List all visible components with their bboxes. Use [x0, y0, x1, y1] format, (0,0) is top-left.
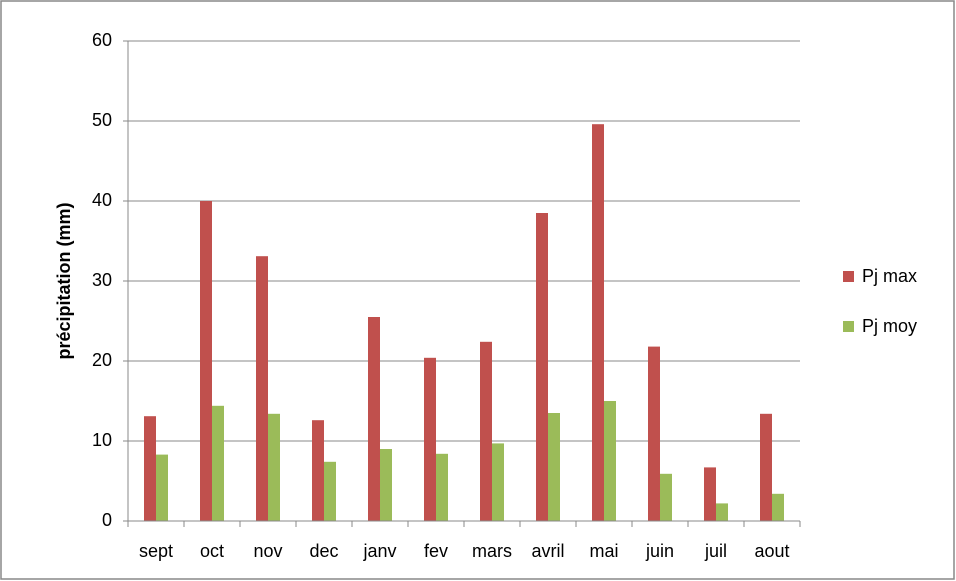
bar [716, 503, 728, 521]
y-tick-label: 50 [92, 110, 112, 130]
x-tick-label: avril [531, 541, 564, 561]
bar [772, 493, 784, 521]
bar [256, 256, 268, 521]
y-tick-label: 60 [92, 30, 112, 50]
bar [312, 420, 324, 521]
bar [436, 453, 448, 521]
legend-swatch [843, 321, 854, 332]
bar [536, 213, 548, 521]
bar [492, 443, 504, 521]
x-tick-label: aout [754, 541, 789, 561]
legend-label: Pj moy [862, 316, 917, 336]
bar [212, 405, 224, 521]
x-tick-label: juin [645, 541, 674, 561]
x-tick-label: juil [704, 541, 727, 561]
x-tick-label: oct [200, 541, 224, 561]
x-tick-label: janv [362, 541, 396, 561]
y-tick-label: 40 [92, 190, 112, 210]
bar [592, 124, 604, 521]
bar [480, 341, 492, 521]
bar [200, 201, 212, 521]
bar [648, 346, 660, 521]
legend-label: Pj max [862, 266, 917, 286]
x-tick-label: dec [309, 541, 338, 561]
bar [380, 449, 392, 521]
y-tick-label: 10 [92, 430, 112, 450]
bar [704, 467, 716, 521]
bar [760, 413, 772, 521]
bar [424, 357, 436, 521]
bar [368, 317, 380, 521]
legend-swatch [843, 271, 854, 282]
x-tick-label: sept [139, 541, 173, 561]
y-tick-label: 20 [92, 350, 112, 370]
bar [324, 461, 336, 521]
x-tick-label: mars [472, 541, 512, 561]
x-tick-label: fev [424, 541, 448, 561]
x-tick-label: nov [253, 541, 282, 561]
x-tick-label: mai [589, 541, 618, 561]
y-axis-label: précipitation (mm) [54, 202, 74, 359]
y-tick-label: 0 [102, 510, 112, 530]
bar [660, 473, 672, 521]
bar [156, 454, 168, 521]
bar [268, 413, 280, 521]
bar [548, 413, 560, 521]
y-tick-label: 30 [92, 270, 112, 290]
bar [604, 401, 616, 521]
bar [144, 416, 156, 521]
